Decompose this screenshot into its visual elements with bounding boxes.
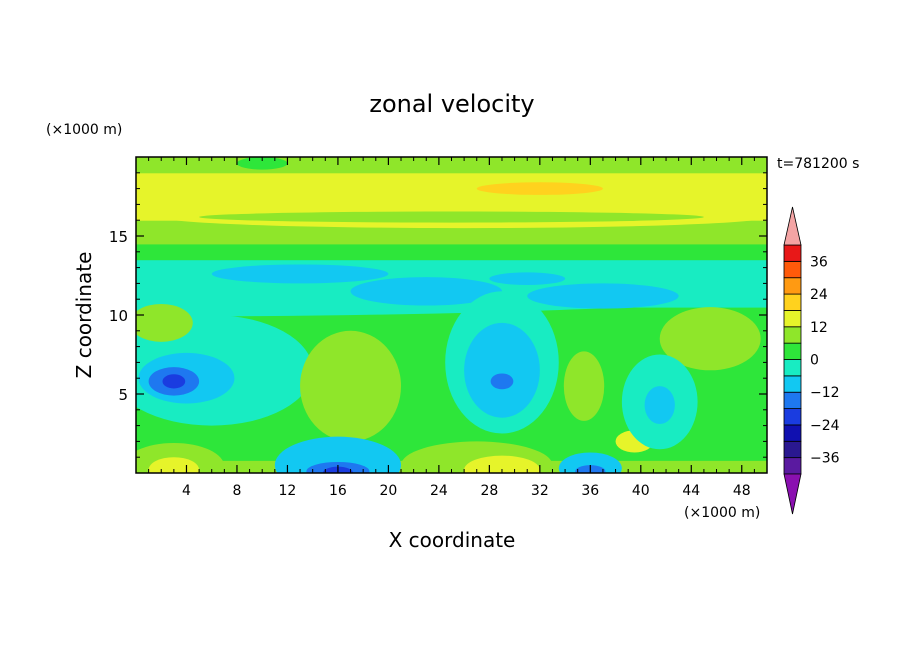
x-tick-label: 28	[480, 483, 498, 499]
x-tick-label: 32	[531, 483, 549, 499]
colorbar-level	[783, 260, 802, 279]
contour-region	[274, 436, 402, 473]
colorbar-level	[783, 440, 802, 459]
x-tick-label: 36	[581, 483, 599, 499]
colorbar-tick-label: −36	[810, 451, 840, 467]
colorbar-level	[783, 359, 802, 377]
x-tick-label: 20	[379, 483, 397, 499]
contour-band	[136, 157, 767, 174]
contour-fields	[136, 157, 767, 473]
contour-region	[644, 386, 675, 425]
contour-region	[300, 330, 402, 442]
contour-region	[199, 211, 704, 223]
x-axis: 4 8 12 16 20 24 28 32 36 40 44 48	[148, 157, 755, 499]
x-tick-label: 24	[430, 483, 448, 499]
colorbar-tick-label: 24	[810, 287, 828, 303]
x-tick-label: 4	[182, 483, 191, 499]
colorbar-level	[783, 244, 802, 262]
colorbar-level	[783, 277, 802, 295]
x-tick-label: 44	[682, 483, 700, 499]
x-tick-label: 12	[279, 483, 297, 499]
x-tick-label: 8	[232, 483, 241, 499]
colorbar-tick-label: −12	[810, 385, 840, 401]
contour-region	[490, 373, 514, 390]
y-tick-label: 15	[109, 228, 128, 246]
contour-region	[350, 277, 502, 306]
y-tick-label: 5	[118, 386, 128, 404]
colorbar-tick-label: 0	[810, 353, 819, 369]
colorbar-tick-label: 12	[810, 320, 828, 336]
y-axis-unit: (×1000 m)	[46, 122, 122, 138]
colorbar-level	[783, 310, 802, 328]
colorbar-level	[783, 293, 802, 311]
contour-region	[162, 374, 186, 389]
x-axis-label: X coordinate	[389, 528, 516, 552]
colorbar-under-arrow	[783, 473, 802, 515]
colorbar-level	[783, 408, 802, 426]
x-tick-label: 16	[329, 483, 347, 499]
colorbar-level	[783, 391, 802, 409]
y-tick-label: 10	[109, 307, 128, 325]
contour-region	[464, 455, 540, 473]
y-axis: 5 10 15	[109, 172, 767, 458]
contour-plot-area	[135, 156, 768, 474]
contour-region	[558, 452, 622, 473]
contour-region	[211, 264, 389, 284]
contour-region	[489, 272, 566, 285]
colorbar-over-arrow	[783, 206, 802, 246]
colorbar-level	[783, 424, 802, 442]
contour-region	[659, 307, 761, 371]
contour-region	[464, 322, 540, 418]
colorbar-level	[783, 326, 802, 344]
contour-band	[136, 243, 767, 261]
contour-region	[563, 351, 605, 421]
colorbar-level	[783, 342, 802, 360]
x-tick-label: 40	[632, 483, 650, 499]
colorbar-tick-label: −24	[810, 418, 840, 434]
contour-region	[136, 303, 193, 342]
contour-region	[476, 182, 603, 195]
x-tick-label: 48	[733, 483, 751, 499]
colorbar-level	[783, 457, 802, 475]
colorbar-tick-label: 36	[810, 254, 828, 270]
contour-region	[527, 283, 679, 309]
x-axis-unit: (×1000 m)	[684, 505, 760, 521]
colorbar: −36 −24 −12 0 12 24 36	[783, 206, 840, 515]
chart-title: zonal velocity	[369, 90, 534, 118]
y-axis-label: Z coordinate	[72, 252, 96, 379]
colorbar-level	[783, 375, 802, 393]
time-label: t=781200 s	[777, 156, 859, 172]
